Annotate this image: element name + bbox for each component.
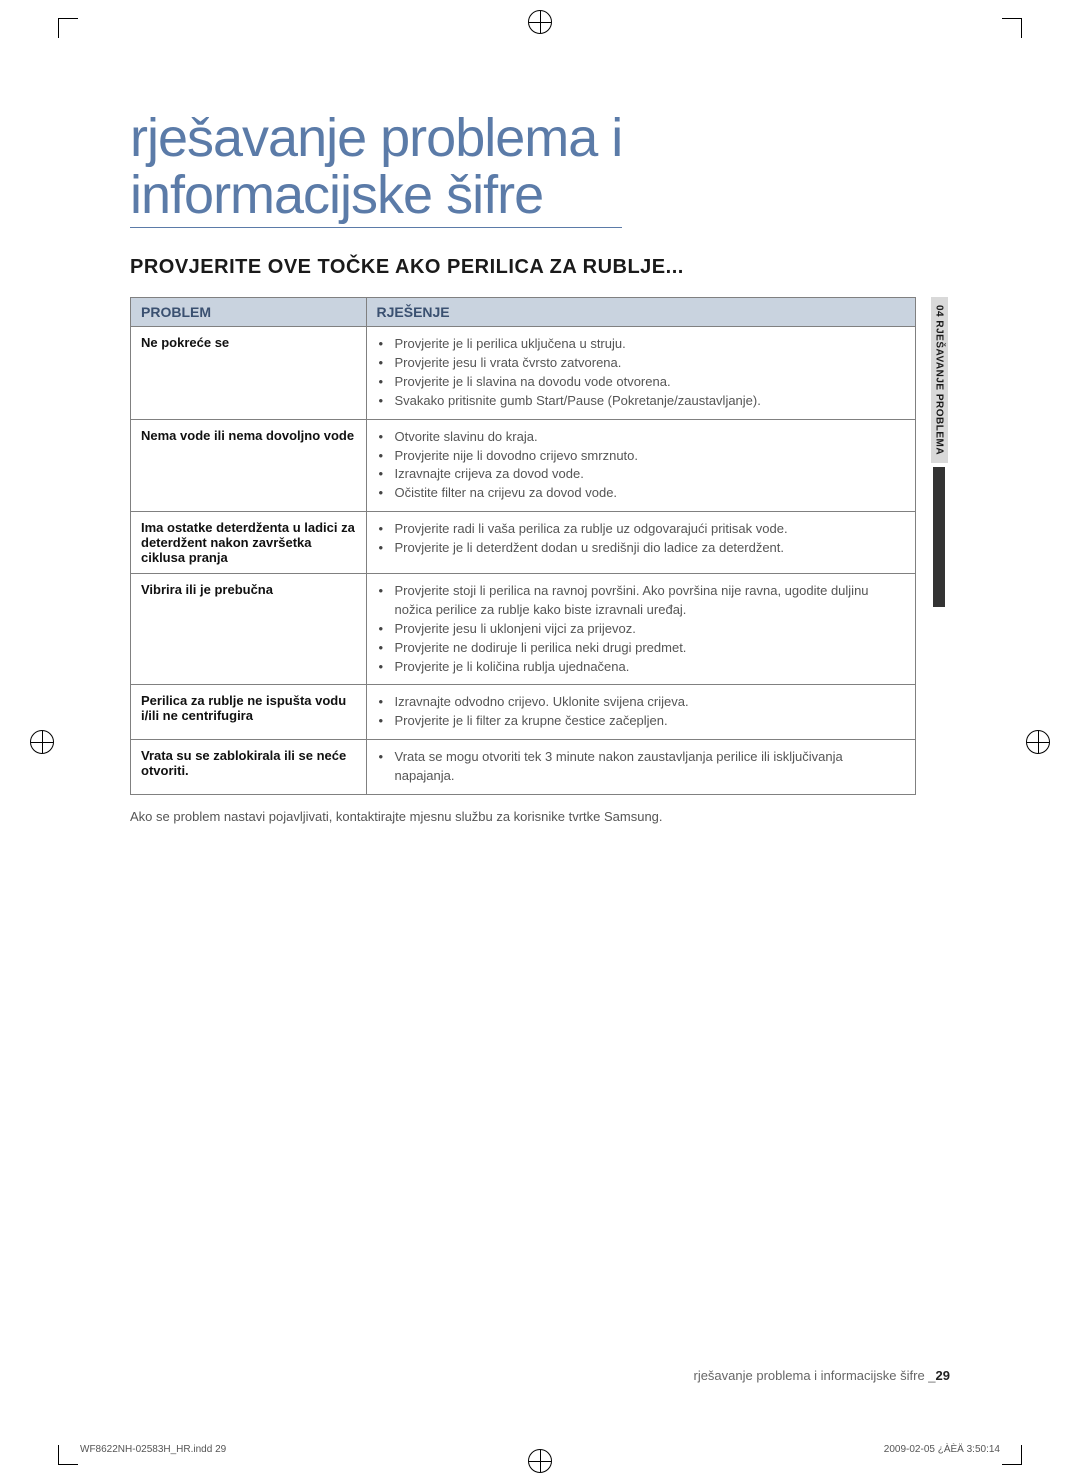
solution-item: Provjerite je li količina rublja ujednač… (377, 658, 906, 677)
solution-cell: Izravnajte odvodno crijevo. Uklonite svi… (366, 685, 916, 740)
problem-cell: Vrata su se zablokirala ili se neće otvo… (131, 740, 367, 795)
page-title: rješavanje problema i informacijske šifr… (130, 110, 622, 228)
problem-cell: Nema vode ili nema dovoljno vode (131, 419, 367, 511)
page-number: 29 (936, 1368, 950, 1383)
table-row: Vibrira ili je prebučna Provjerite stoji … (131, 574, 916, 685)
print-filename: WF8622NH-02583H_HR.indd 29 (80, 1444, 226, 1455)
print-job-footer: WF8622NH-02583H_HR.indd 29 2009-02-05 ¿À… (80, 1444, 1000, 1455)
title-line-1: rješavanje problema i (130, 108, 622, 168)
col-header-problem: PROBLEM (131, 298, 367, 327)
solution-cell: Provjerite stoji li perilica na ravnoj p… (366, 574, 916, 685)
solution-item: Provjerite je li filter za krupne čestic… (377, 712, 906, 731)
solution-item: Provjerite je li deterdžent dodan u sred… (377, 539, 906, 558)
crop-mark (1002, 1445, 1022, 1465)
after-table-note: Ako se problem nastavi pojavljivati, kon… (130, 809, 916, 824)
solution-item: Provjerite nije li dovodno crijevo smrzn… (377, 447, 906, 466)
crop-mark (58, 1445, 78, 1465)
sidebar-marker (933, 467, 945, 607)
solution-item: Otvorite slavinu do kraja. (377, 428, 906, 447)
section-heading: PROVJERITE OVE TOČKE AKO PERILICA ZA RUB… (130, 256, 950, 279)
table-row: Perilica za rublje ne ispušta vodu i/ili… (131, 685, 916, 740)
registration-mark-icon (30, 730, 54, 754)
page-footer: rješavanje problema i informacijske šifr… (693, 1368, 950, 1383)
title-line-2: informacijske šifre (130, 165, 543, 225)
crop-mark (1002, 18, 1022, 38)
print-timestamp: 2009-02-05 ¿ÀÈÄ 3:50:14 (884, 1444, 1000, 1455)
solution-item: Provjerite je li perilica uključena u st… (377, 335, 906, 354)
solution-cell: Provjerite radi li vaša perilica za rubl… (366, 512, 916, 574)
sidebar: 04 RJEŠAVANJE PROBLEMA (928, 297, 950, 823)
solution-item: Izravnajte crijeva za dovod vode. (377, 465, 906, 484)
registration-mark-icon (528, 10, 552, 34)
solution-cell: Otvorite slavinu do kraja.Provjerite nij… (366, 419, 916, 511)
col-header-solution: RJEŠENJE (366, 298, 916, 327)
solution-item: Provjerite radi li vaša perilica za rubl… (377, 520, 906, 539)
solution-cell: Vrata se mogu otvoriti tek 3 minute nako… (366, 740, 916, 795)
solution-item: Očistite filter na crijevu za dovod vode… (377, 484, 906, 503)
sidebar-section-label: 04 RJEŠAVANJE PROBLEMA (931, 297, 948, 463)
table-row: Ne pokreće se Provjerite je li perilica u… (131, 327, 916, 419)
solution-item: Provjerite stoji li perilica na ravnoj p… (377, 582, 906, 620)
troubleshooting-table: PROBLEM RJEŠENJE Ne pokreće se Provjerite… (130, 297, 916, 794)
table-row: Ima ostatke deterdženta u ladici za dete… (131, 512, 916, 574)
solution-item: Provjerite je li slavina na dovodu vode … (377, 373, 906, 392)
problem-cell: Perilica za rublje ne ispušta vodu i/ili… (131, 685, 367, 740)
solution-item: Svakako pritisnite gumb Start/Pause (Pok… (377, 392, 906, 411)
solution-item: Provjerite jesu li vrata čvrsto zatvoren… (377, 354, 906, 373)
solution-item: Provjerite jesu li uklonjeni vijci za pr… (377, 620, 906, 639)
table-row: Nema vode ili nema dovoljno vodeOtvorite… (131, 419, 916, 511)
crop-mark (58, 18, 78, 38)
page-content: rješavanje problema i informacijske šifr… (80, 40, 1000, 1443)
table-row: Vrata su se zablokirala ili se neće otvo… (131, 740, 916, 795)
footer-text: rješavanje problema i informacijske šifr… (693, 1368, 935, 1383)
solution-item: Vrata se mogu otvoriti tek 3 minute nako… (377, 748, 906, 786)
solution-cell: Provjerite je li perilica uključena u st… (366, 327, 916, 419)
problem-cell: Ne pokreće se (131, 327, 367, 419)
solution-item: Izravnajte odvodno crijevo. Uklonite svi… (377, 693, 906, 712)
problem-cell: Ima ostatke deterdženta u ladici za dete… (131, 512, 367, 574)
registration-mark-icon (1026, 730, 1050, 754)
solution-item: Provjerite ne dodiruje li perilica neki … (377, 639, 906, 658)
problem-cell: Vibrira ili je prebučna (131, 574, 367, 685)
